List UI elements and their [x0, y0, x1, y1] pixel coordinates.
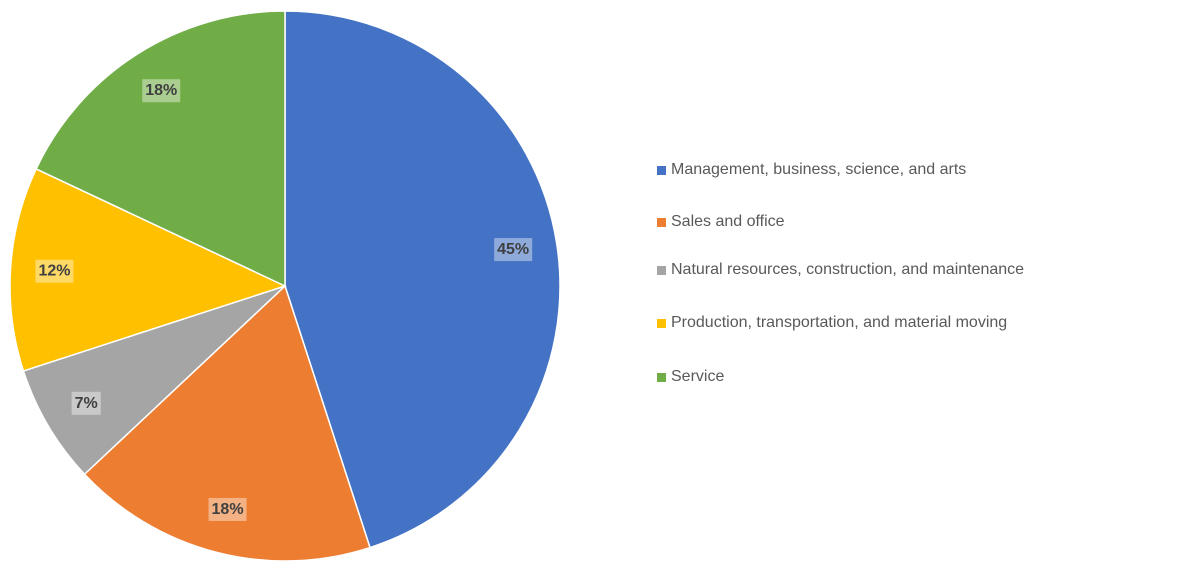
- legend-item: Service: [657, 367, 724, 387]
- legend-swatch: [657, 266, 666, 275]
- data-label-bg: [208, 497, 247, 521]
- legend-swatch: [657, 319, 666, 328]
- legend-item: Management, business, science, and arts: [657, 160, 966, 180]
- legend-swatch: [657, 373, 666, 382]
- pie-slice: [83, 284, 371, 561]
- data-label: 7%: [75, 395, 98, 412]
- data-label: 18%: [212, 501, 244, 518]
- legend-label: Service: [671, 368, 725, 385]
- legend-swatch: [657, 166, 666, 175]
- pie-slice: [284, 10, 561, 549]
- pie-slice: [35, 10, 286, 288]
- data-label-bg: [35, 259, 74, 283]
- legend-label: Management, business, science, and arts: [671, 161, 967, 178]
- legend-item: Sales and office: [657, 212, 785, 232]
- data-label: 12%: [38, 263, 70, 280]
- pie-slice: [9, 167, 288, 372]
- data-label: 18%: [145, 82, 177, 99]
- pie-slice: [22, 285, 286, 476]
- legend-item: Natural resources, construction, and mai…: [657, 260, 1061, 280]
- data-label: 45%: [497, 241, 529, 258]
- legend-label: Natural resources, construction, and mai…: [671, 261, 1025, 278]
- legend-swatch: [657, 218, 666, 227]
- pie-chart: 45% 18% 7% 12% 18%: [9, 10, 561, 561]
- legend-item: Production, transportation, and material…: [657, 313, 1007, 333]
- legend-label: Sales and office: [671, 213, 785, 230]
- legend-label: Production, transportation, and material…: [671, 314, 1008, 331]
- data-label-bg: [494, 238, 533, 262]
- data-label-bg: [142, 79, 181, 103]
- data-label-bg: [71, 391, 101, 415]
